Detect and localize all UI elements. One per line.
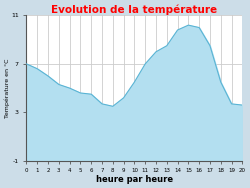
X-axis label: heure par heure: heure par heure: [96, 175, 173, 184]
Title: Evolution de la température: Evolution de la température: [51, 4, 218, 15]
Y-axis label: Température en °C: Température en °C: [4, 58, 10, 118]
